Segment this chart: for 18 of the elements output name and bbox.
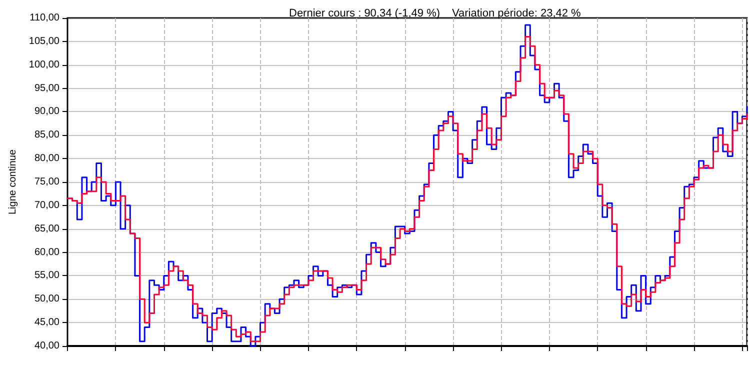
y-tick-label: 55,00 xyxy=(34,270,60,282)
chart-subtitle: Variation période: 23,42 % xyxy=(452,8,582,20)
y-tick-label: 50,00 xyxy=(34,294,60,305)
y-tick-label: 40,00 xyxy=(34,340,60,352)
y-tick-label: 70,00 xyxy=(34,200,60,211)
y-tick-label: 105,00 xyxy=(28,36,60,47)
y-axis-title: Ligne continue xyxy=(8,149,18,215)
y-tick-label: 65,00 xyxy=(34,223,60,234)
y-tick-label: 60,00 xyxy=(34,246,60,258)
y-tick-label: 80,00 xyxy=(34,153,60,164)
y-tick-label: 110,00 xyxy=(30,12,60,24)
y-tick-label: 85,00 xyxy=(34,130,60,141)
chart-title: Dernier cours : 90,34 (-1,49 %) xyxy=(289,8,440,20)
y-tick-label: 90,00 xyxy=(34,106,60,118)
y-tick-label: 95,00 xyxy=(34,82,60,94)
y-tick-label: 45,00 xyxy=(34,317,60,328)
y-tick-label: 100,00 xyxy=(28,59,60,70)
y-tick-label: 75,00 xyxy=(34,176,60,188)
